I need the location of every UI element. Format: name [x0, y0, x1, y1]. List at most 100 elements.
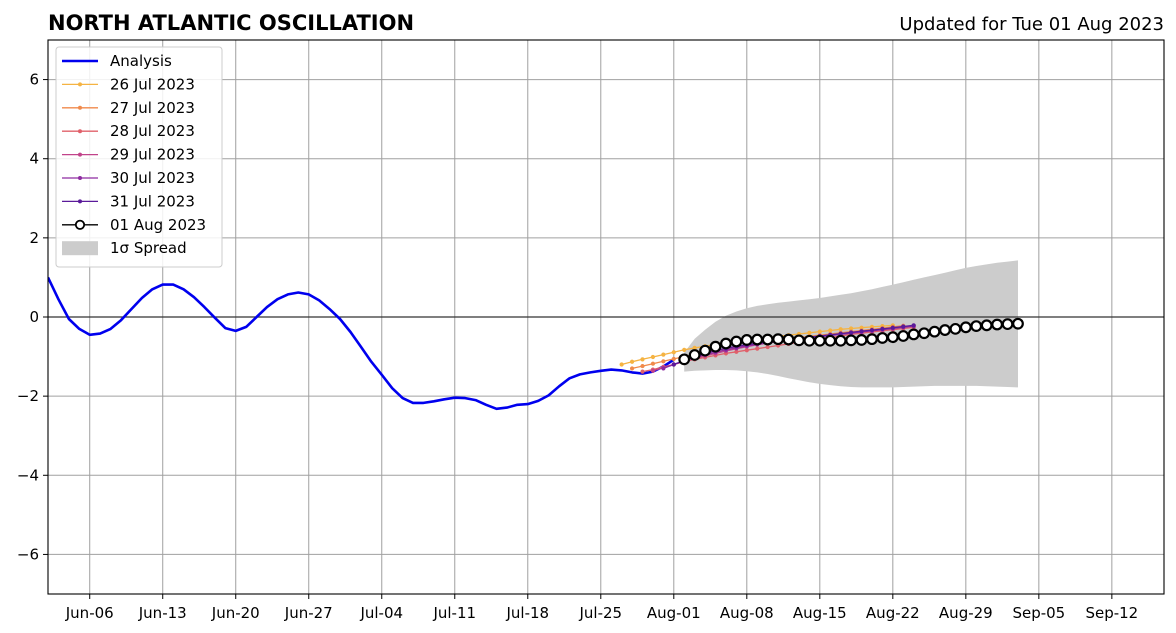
forecast-point — [817, 329, 822, 334]
legend-entry: 30 Jul 2023 — [62, 169, 195, 187]
forecast-point — [671, 362, 676, 367]
forecast-point — [949, 322, 962, 335]
legend-label: 1σ Spread — [110, 239, 187, 257]
forecast-point — [866, 333, 878, 346]
forecast-point — [640, 369, 645, 374]
forecast-point — [671, 356, 676, 362]
forecast-point — [640, 357, 645, 362]
forecast-point — [720, 337, 732, 350]
forecast-point — [629, 366, 635, 371]
forecast-point — [855, 334, 868, 346]
y-tick-label: 4 — [29, 150, 39, 168]
forecast-point — [803, 334, 816, 347]
forecast-point — [751, 333, 764, 346]
forecast-point — [970, 320, 983, 333]
legend-entry: 27 Jul 2023 — [62, 99, 195, 117]
legend-swatch — [62, 241, 98, 256]
legend-marker — [78, 105, 82, 110]
y-tick-label: −6 — [17, 545, 39, 563]
forecast-point — [838, 327, 843, 332]
forecast-point — [678, 353, 691, 366]
forecast-point — [886, 331, 899, 344]
legend-marker — [78, 152, 82, 157]
forecast-point — [849, 330, 854, 335]
forecast-point — [650, 361, 656, 366]
legend: Analysis 26 Jul 2023 27 Jul 2023 28 Jul 202… — [55, 46, 223, 268]
plot-frame — [47, 39, 1165, 595]
forecast-point — [991, 318, 1004, 331]
forecast-point — [755, 346, 760, 351]
forecast-point — [744, 348, 749, 353]
legend-box — [55, 46, 223, 268]
x-tick-label: Sep-12 — [1085, 604, 1138, 622]
spread-band — [684, 260, 1018, 388]
forecast-point — [619, 362, 624, 367]
legend-label: 28 Jul 2023 — [110, 122, 195, 140]
x-tick-label: Aug-29 — [939, 604, 993, 622]
legend-label: 27 Jul 2023 — [110, 99, 195, 117]
legend-marker — [74, 219, 86, 230]
forecast-point — [828, 328, 833, 333]
analysis-line — [48, 276, 675, 411]
legend-marker — [78, 199, 82, 204]
chart-title: NORTH ATLANTIC OSCILLATION — [48, 11, 414, 35]
forecast-point — [661, 366, 666, 371]
forecast-point — [939, 324, 951, 336]
forecast-point — [928, 325, 941, 338]
y-tick-label: −2 — [17, 387, 39, 405]
x-tick-label: Sep-05 — [1012, 604, 1065, 622]
forecast-point — [671, 350, 676, 355]
forecast-point — [959, 321, 972, 334]
plot-series — [48, 260, 1164, 411]
forecast-point — [834, 334, 847, 347]
legend-label: Analysis — [110, 52, 172, 70]
forecast-point — [640, 363, 645, 369]
forecast-point — [880, 326, 885, 331]
forecast-point — [709, 340, 722, 353]
forecast-point — [911, 323, 916, 328]
forecast-point — [1001, 318, 1014, 331]
forecast-point — [629, 359, 635, 364]
forecast-point — [1012, 317, 1024, 330]
forecast-point — [730, 335, 743, 348]
forecast-point — [740, 334, 753, 346]
x-tick-label: Jun-20 — [211, 604, 260, 622]
forecast-point — [650, 368, 656, 373]
forecast-point — [772, 333, 784, 346]
forecast-point — [699, 344, 711, 357]
forecast-point — [793, 334, 805, 347]
forecast-point — [907, 328, 920, 341]
forecast-point — [650, 354, 656, 360]
x-tick-label: Jul-11 — [432, 604, 476, 622]
x-tick-label: Jun-06 — [65, 604, 114, 622]
x-tick-label: Jul-25 — [578, 604, 622, 622]
forecast-point — [761, 333, 774, 346]
forecast-point — [859, 329, 864, 334]
forecast-point — [807, 330, 812, 335]
forecast-point — [869, 327, 875, 333]
legend-entry: 26 Jul 2023 — [62, 75, 195, 93]
forecast-point — [824, 334, 837, 347]
x-tick-label: Jun-27 — [284, 604, 333, 622]
y-tick-label: −4 — [17, 466, 39, 484]
y-tick-label: 6 — [29, 71, 39, 89]
forecast-point — [845, 334, 858, 347]
y-tick-label: 0 — [29, 308, 39, 326]
forecast-point — [661, 352, 666, 357]
forecast-point — [765, 344, 770, 350]
legend-label: 30 Jul 2023 — [110, 169, 195, 187]
forecast-point — [661, 359, 666, 364]
updated-label: Updated for Tue 01 Aug 2023 — [899, 14, 1164, 35]
forecast-point — [813, 334, 826, 347]
forecast-point — [890, 325, 895, 330]
legend-marker — [78, 176, 82, 180]
legend-label: 29 Jul 2023 — [110, 146, 195, 164]
x-tick-label: Jun-13 — [138, 604, 187, 622]
legend-label: 26 Jul 2023 — [110, 75, 195, 93]
x-tick-label: Jul-04 — [359, 604, 403, 622]
forecast-point — [688, 349, 701, 361]
x-tick-label: Aug-01 — [647, 604, 701, 622]
forecast-point — [918, 327, 931, 340]
legend-entry: 01 Aug 2023 — [62, 216, 206, 234]
y-tick-label: 2 — [29, 229, 39, 247]
